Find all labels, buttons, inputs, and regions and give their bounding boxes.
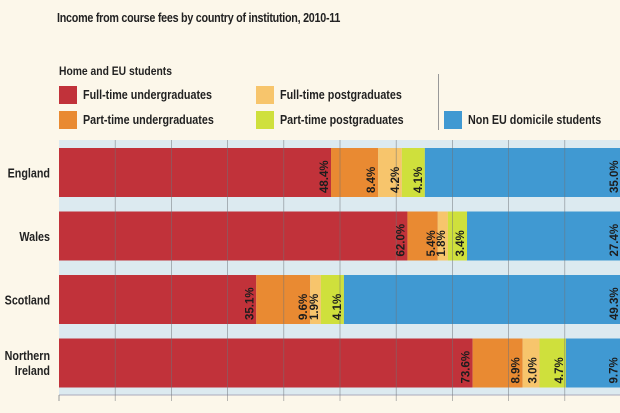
bar-segment — [467, 211, 620, 261]
data-label: 8.9% — [511, 357, 523, 383]
data-label: 4.1% — [413, 167, 425, 193]
legend-label: Full-time undergraduates — [83, 88, 213, 102]
data-label: 48.4% — [319, 160, 331, 193]
legend-swatch — [256, 86, 274, 104]
bar-segment — [437, 211, 448, 261]
bar-segment — [472, 338, 523, 388]
data-label: 4.1% — [332, 294, 344, 320]
legend-item-ft-pg: Full-time postgraduates — [256, 86, 422, 104]
data-label: 1.9% — [309, 294, 321, 320]
data-label: 4.7% — [554, 357, 566, 383]
legend-group-title: Home and EU students — [59, 64, 172, 78]
data-label: 9.6% — [298, 294, 310, 320]
legend-label: Full-time postgraduates — [280, 88, 402, 102]
legend-item-pt-pg: Part-time postgraduates — [256, 111, 424, 129]
data-label: 3.4% — [455, 230, 467, 256]
data-label: 35.0% — [609, 160, 620, 193]
data-label: 62.0% — [395, 224, 407, 257]
category-label: Ireland — [15, 364, 50, 378]
bar-segment — [539, 338, 566, 388]
data-label: 3.0% — [528, 357, 540, 383]
bar-segment — [331, 148, 379, 197]
bar-segment — [343, 275, 620, 324]
data-label: 73.6% — [461, 351, 473, 384]
category-label: Northern — [5, 349, 50, 363]
bar-segment — [401, 148, 425, 197]
legend-item-ft-ug: Full-time undergraduates — [59, 86, 233, 104]
data-label: 1.8% — [436, 230, 448, 256]
chart-title: Income from course fees by country of in… — [57, 11, 341, 25]
legend-label: Non EU domicile students — [468, 113, 602, 127]
legend-swatch — [444, 111, 462, 129]
legend-item-non-eu: Non EU domicile students — [444, 111, 620, 129]
category-label: Wales — [19, 230, 50, 244]
data-label: 49.3% — [609, 287, 620, 320]
data-label: 8.4% — [366, 167, 378, 193]
data-label: 35.1% — [244, 287, 256, 320]
legend-item-pt-ug: Part-time undergraduates — [59, 111, 235, 129]
bar-segment — [565, 338, 620, 388]
data-label: 27.4% — [609, 224, 620, 257]
data-label: 4.2% — [390, 167, 402, 193]
bar-segment — [522, 338, 540, 388]
legend-label: Part-time undergraduates — [83, 113, 214, 127]
bar-segment — [407, 211, 438, 261]
bar-segment — [59, 211, 408, 261]
legend-swatch — [59, 111, 77, 129]
bar-segment — [256, 275, 311, 324]
legend-swatch — [59, 86, 77, 104]
legend-label: Part-time postgraduates — [280, 113, 404, 127]
bar-segment — [424, 148, 620, 197]
bar-segment — [320, 275, 344, 324]
category-label: England — [8, 167, 50, 181]
category-label: Scotland — [5, 294, 50, 308]
bar-segment — [59, 338, 473, 388]
legend-swatch — [256, 111, 274, 129]
legend-divider — [438, 74, 439, 130]
bar-segment — [59, 148, 332, 197]
data-label: 9.7% — [608, 357, 620, 383]
data-label: 5.4% — [426, 230, 438, 256]
bar-segment — [310, 275, 321, 324]
bar-segment — [59, 275, 257, 324]
